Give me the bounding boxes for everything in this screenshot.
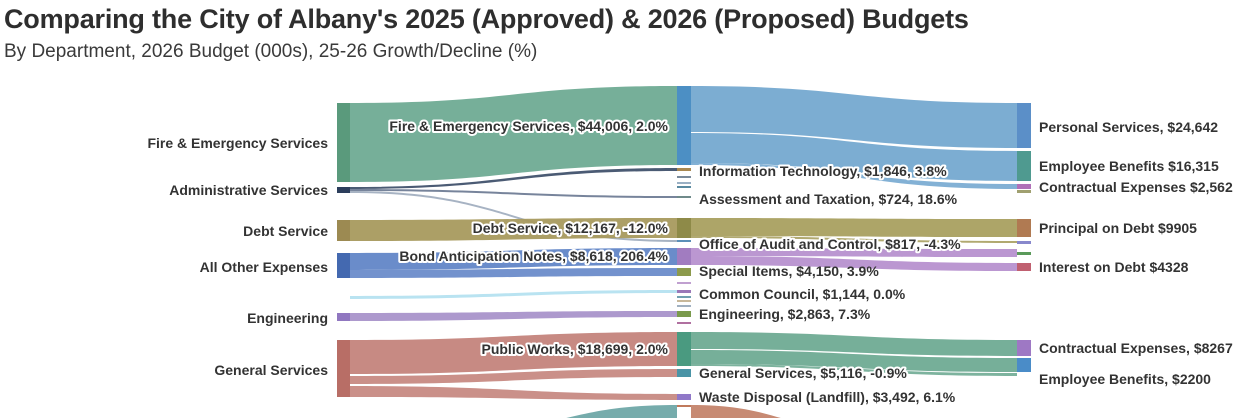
middle-node-m_gensvc [677,369,691,377]
link-left-other-to-m_council [350,290,677,299]
mid-label-assessment: Assessment and Taxation, $724, 18.6% [699,191,958,207]
link-left-debt-to-m_debt [350,218,677,241]
right-node-r_eb2 [1017,358,1031,372]
right-node-r_ps [1017,103,1031,148]
middle-minor-node-2 [677,186,691,188]
left-node-other [337,253,350,278]
link-bottom-left-partial [566,405,677,418]
link-left-gen-to-m_gensvc [350,369,677,384]
middle-minor-node-4 [677,296,691,298]
left-label-general: General Services [214,362,328,378]
middle-minor-node-8 [677,405,691,407]
mid-label-audit: Office of Audit and Control, $817, -4.3% [699,236,961,252]
middle-node-m_council [677,290,691,293]
link-m_pw-to-r_eb2 [691,350,1017,372]
sankey-nodes [337,86,1031,407]
right-node-r_pd [1017,219,1031,237]
link-m_debt-to-r_pd [691,218,1017,237]
link-left-gen-to-m_pw [350,332,677,374]
left-node-gen [337,340,350,397]
middle-minor-node-6 [677,305,691,307]
right-label-contractual-gs: Contractual Expenses, $8267 [1039,340,1233,356]
left-label-admin: Administrative Services [169,182,328,198]
middle-minor-node-1 [677,182,691,184]
right-label-personal-services: Personal Services, $24,642 [1039,119,1218,135]
middle-node-m_bond [677,248,691,265]
middle-minor-node-5 [677,300,691,302]
chart-title: Comparing the City of Albany's 2025 (App… [4,4,969,34]
left-label-other: All Other Expenses [200,259,329,275]
right-label-employee-benefits: Employee Benefits $16,315 [1039,158,1219,174]
right-node-r_ce [1017,184,1031,189]
link-left-other-to-m_special [350,268,677,278]
mid-label-council: Common Council, $1,144, 0.0% [699,286,906,302]
right-node-r_ce2 [1017,340,1031,356]
right-minor-node-2 [1017,252,1031,255]
mid-label-fire: Fire & Emergency Services, $44,006, 2.0% [389,118,668,134]
link-bottom-right-partial [691,405,781,418]
left-node-eng [337,313,350,321]
left-node-fire [337,103,350,182]
middle-node-m_debt [677,218,691,238]
left-node-admin [337,187,350,193]
middle-node-m_assess [677,196,691,198]
mid-label-waste: Waste Disposal (Landfill), $3,492, 6.1% [699,389,956,405]
middle-node-m_fire [677,86,691,165]
link-left-eng-to-m_eng [350,311,677,321]
link-m_bond-to-r_id [691,256,1017,271]
middle-minor-node-0 [677,176,691,178]
sankey-links [350,86,1017,418]
link-m_bond-to-r_id [691,248,1017,257]
right-label-interest: Interest on Debt $4328 [1039,259,1189,275]
link-m_pw-to-r_eb2 [691,364,1017,376]
middle-node-m_audit [677,240,691,242]
link-left-admin-to-m_audit [350,191,677,242]
link-m_fire-to-r_ps [691,86,1017,148]
right-node-r_eb [1017,151,1031,181]
link-left-fire-to-m_fire [350,86,677,182]
middle-node-m_waste [677,394,691,400]
mid-label-bond: Bond Anticipation Notes, $8,618, 206.4% [399,248,668,264]
link-left-admin-to-m_assess [350,189,677,198]
left-label-engineering: Engineering [247,310,328,326]
mid-label-public-works: Public Works, $18,699, 2.0% [481,341,668,357]
right-node-r_id [1017,263,1031,271]
link-m_debt-to-r_id [691,236,1017,243]
right-minor-node-0 [1017,190,1031,193]
right-label-employee-benefits-gs: Employee Benefits, $2200 [1039,371,1211,387]
link-m_fire-to-r_ce [691,163,1017,189]
right-minor-node-1 [1017,241,1031,244]
middle-minor-node-3 [677,282,691,284]
middle-node-m_it [677,168,691,171]
mid-label-special: Special Items, $4,150, 3.9% [699,263,879,279]
link-left-admin-to-m_it [350,168,677,189]
middle-node-m_special [677,268,691,276]
mid-label-debt: Debt Service, $12,167, -12.0% [473,220,669,236]
right-label-principal: Principal on Debt $9905 [1039,220,1197,236]
middle-minor-node-7 [677,322,691,324]
link-m_pw-to-r_ce2 [691,332,1017,356]
left-node-debt [337,220,350,241]
link-m_fire-to-r_eb [691,133,1017,181]
left-label-debt: Debt Service [243,223,328,239]
middle-node-m_pw [677,332,691,366]
right-label-contractual: Contractual Expenses $2,562 [1039,179,1233,195]
link-left-other-to-m_bond [350,248,677,270]
middle-node-m_eng [677,311,691,317]
left-label-fire: Fire & Emergency Services [147,135,328,151]
chart-subtitle: By Department, 2026 Budget (000s), 25-26… [4,41,538,62]
mid-label-general-services: General Services, $5,116, -0.9% [699,365,907,381]
mid-label-it: Information Technology, $1,846, 3.8% [699,163,947,179]
link-left-gen-to-m_waste [350,386,677,400]
mid-label-engineering: Engineering, $2,863, 7.3% [699,306,871,322]
